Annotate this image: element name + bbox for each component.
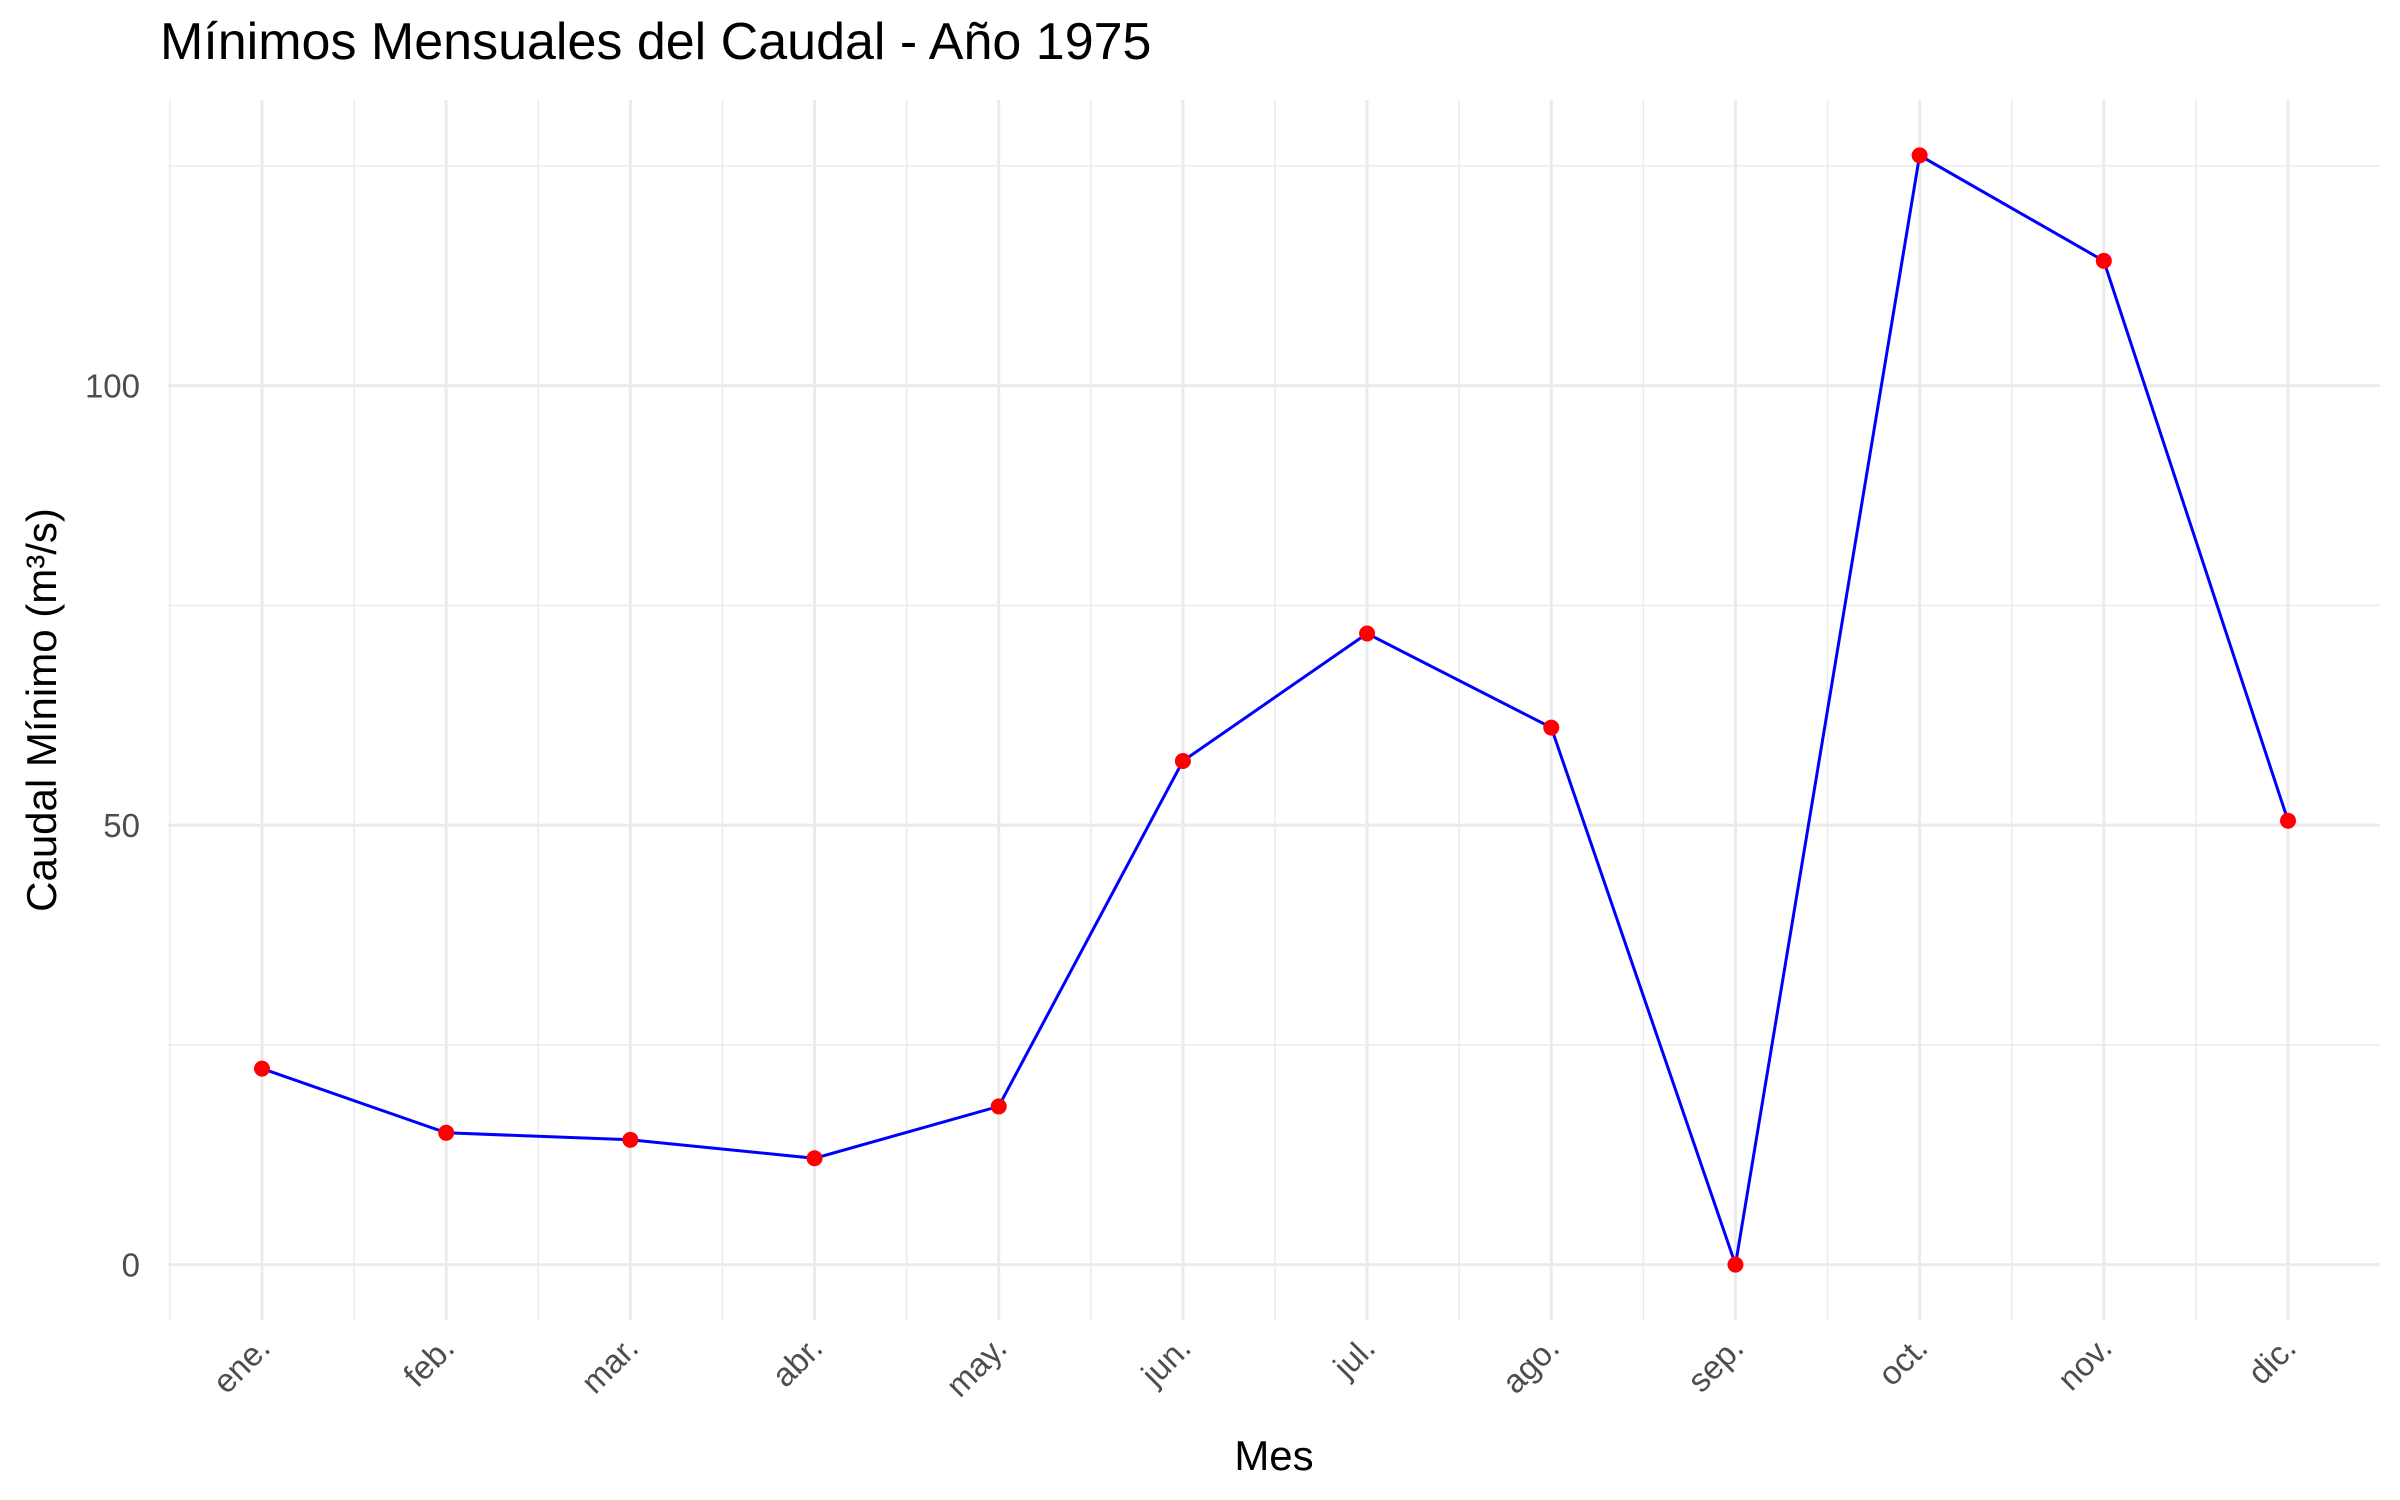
- x-tick-label: oct.: [1871, 1329, 1935, 1393]
- data-point: [806, 1150, 823, 1167]
- x-tick-label: feb.: [396, 1329, 461, 1394]
- major-gridlines-x: [260, 100, 2290, 1320]
- data-point: [1174, 752, 1191, 769]
- data-point: [1543, 719, 1560, 736]
- data-point: [622, 1131, 639, 1148]
- data-point: [1727, 1256, 1744, 1273]
- data-point: [2095, 252, 2112, 269]
- y-axis-title: Caudal Mínimo (m³/s): [18, 508, 65, 912]
- data-points: [254, 147, 2296, 1273]
- x-tick-label: nov.: [2050, 1329, 2119, 1398]
- minor-gridlines-x: [169, 100, 2197, 1320]
- x-tick-label: dic.: [2240, 1329, 2302, 1391]
- data-point: [1359, 625, 1376, 642]
- data-point: [2280, 812, 2296, 829]
- x-tick-label: jul.: [1325, 1329, 1382, 1386]
- data-point: [1911, 147, 1928, 164]
- y-tick-label: 50: [103, 807, 140, 844]
- x-tick-label: jun.: [1133, 1329, 1198, 1394]
- x-tick-label: sep.: [1680, 1329, 1750, 1399]
- chart-title: Mínimos Mensuales del Caudal - Año 1975: [160, 13, 1152, 71]
- x-axis-title: Mes: [1234, 1432, 1313, 1479]
- x-tick-label: ago.: [1495, 1329, 1567, 1401]
- data-point: [990, 1098, 1007, 1115]
- minor-gridlines-y: [168, 165, 2380, 1046]
- x-tick-label: abr.: [764, 1329, 829, 1394]
- x-tick-label: mar.: [574, 1329, 646, 1401]
- y-tick-label: 0: [122, 1247, 140, 1284]
- y-tick-label: 100: [85, 368, 140, 405]
- x-tick-labels: ene. feb. mar. abr. may. jun. jul. ago. sep. oct.…: [205, 1329, 2303, 1404]
- data-point: [254, 1060, 270, 1077]
- series-line: [261, 153, 2290, 1266]
- x-tick-label: may.: [939, 1329, 1014, 1404]
- major-gridlines-y: [168, 384, 2380, 1267]
- data-point: [438, 1124, 455, 1141]
- x-tick-label: ene.: [205, 1329, 277, 1401]
- y-tick-labels: 0 50 100: [85, 368, 140, 1284]
